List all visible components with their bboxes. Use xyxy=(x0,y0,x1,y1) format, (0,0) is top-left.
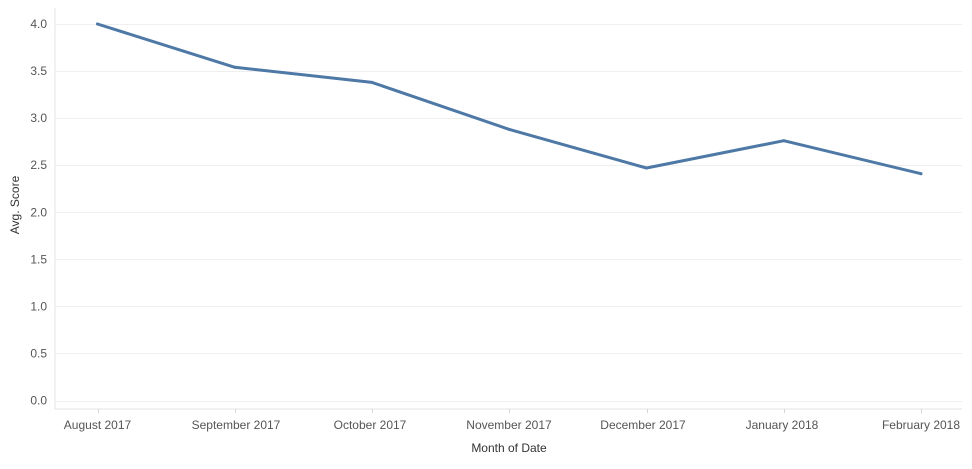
y-axis-ticks: 0.0 0.5 1.0 1.5 2.0 2.5 3.0 3.5 4.0 xyxy=(30,17,47,408)
y-tick-label: 3.5 xyxy=(30,64,47,78)
x-tick-label: February 2018 xyxy=(882,418,960,432)
data-point[interactable] xyxy=(370,80,374,84)
axes xyxy=(54,8,962,410)
data-point[interactable] xyxy=(96,22,99,26)
data-point[interactable] xyxy=(782,139,786,143)
y-tick-label: 0.0 xyxy=(30,394,47,408)
series-lines xyxy=(96,22,923,176)
x-tick-label: September 2017 xyxy=(192,418,281,432)
y-tick-label: 1.5 xyxy=(30,252,47,266)
data-point[interactable] xyxy=(919,172,923,176)
y-tick-label: 4.0 xyxy=(30,17,47,31)
y-tick-label: 2.0 xyxy=(30,205,47,219)
data-point[interactable] xyxy=(233,65,237,69)
y-tick-label: 1.0 xyxy=(30,299,47,313)
x-axis-title: Month of Date xyxy=(471,441,547,455)
x-tick-label: November 2017 xyxy=(466,418,552,432)
y-axis-title: Avg. Score xyxy=(8,175,22,234)
data-point[interactable] xyxy=(507,127,511,131)
y-tick-label: 0.5 xyxy=(30,346,47,360)
series-line xyxy=(96,22,923,176)
x-tick-label: October 2017 xyxy=(334,418,407,432)
y-tick-label: 2.5 xyxy=(30,158,47,172)
x-tick-label: December 2017 xyxy=(600,418,686,432)
x-tick-label: August 2017 xyxy=(64,418,132,432)
gridlines xyxy=(55,24,962,402)
x-axis-ticks: August 2017 September 2017 October 2017 Nov… xyxy=(64,409,960,432)
y-tick-label: 3.0 xyxy=(30,111,47,125)
x-tick-label: January 2018 xyxy=(746,418,819,432)
data-point[interactable] xyxy=(645,166,648,170)
